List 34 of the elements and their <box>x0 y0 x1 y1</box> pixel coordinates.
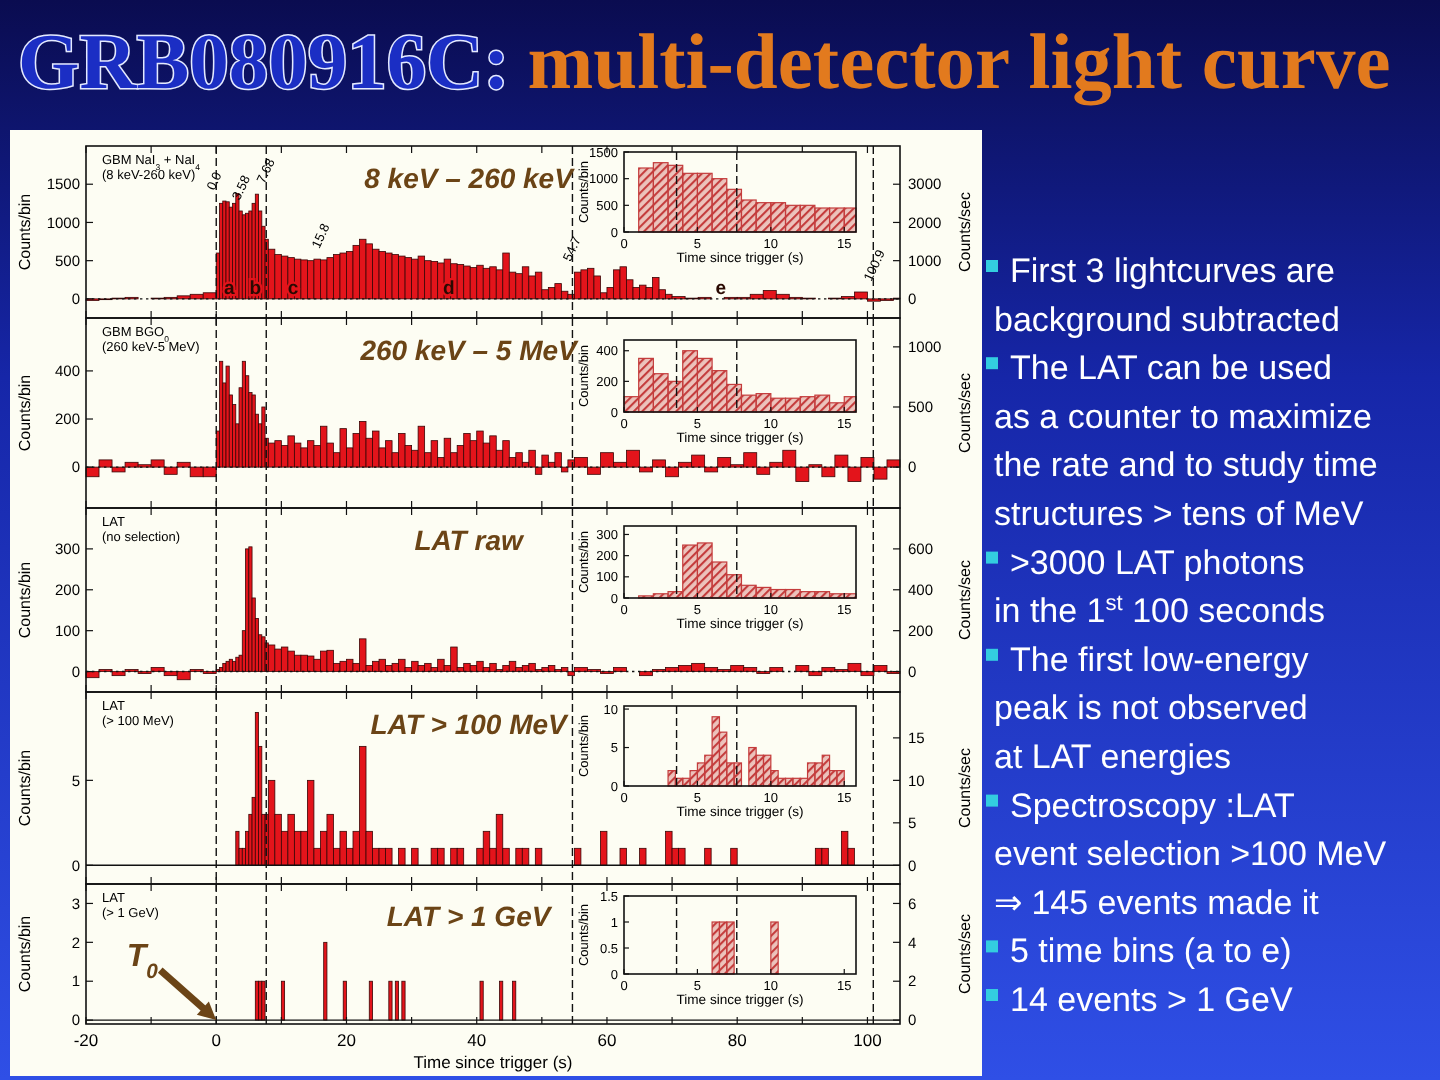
text: The first low-energy peak is not observed at LAT energies <box>994 640 1310 776</box>
text: 8 keV – 260 keV <box>364 162 577 194</box>
text: >3000 LAT photons in the 1$^{st}$ 100 seconds <box>994 543 1325 631</box>
text: LAT raw <box>414 524 525 556</box>
text: LAT > 100 MeV <box>370 708 571 740</box>
y-axis-title: Counts/bin <box>16 561 34 639</box>
x-tick-label: 0 <box>211 1030 222 1050</box>
text: 14 events > 1 GeV <box>1010 981 1294 1019</box>
y2-axis-title: Counts/sec <box>956 191 974 273</box>
x-tick-label: 60 <box>597 1030 617 1050</box>
y-axis-title: Counts/bin <box>16 193 34 271</box>
x-tick-label: -20 <box>73 1030 99 1050</box>
x-tick-label: 20 <box>337 1030 357 1050</box>
text: 260 keV – 5 MeV <box>358 334 581 366</box>
y2-axis-title: Counts/sec <box>956 913 974 995</box>
text: The LAT can be used as a counter to maximize the rate and to study time structures > tens of MeV <box>994 349 1378 533</box>
y-axis-title: Counts/bin <box>16 374 34 452</box>
text: GRB080916C: <box>18 18 510 106</box>
y2-axis-title: Counts/sec <box>956 747 974 829</box>
y2-axis-title: Counts/sec <box>956 372 974 454</box>
text: 5 time bins (a to e) <box>1010 932 1292 971</box>
x-tick-label: 100 <box>853 1030 883 1050</box>
text: multi-detector light curve <box>527 18 1391 106</box>
y2-axis-title: Counts/sec <box>956 559 974 641</box>
annotation: T$_{0}$ <box>126 940 159 984</box>
x-tick-label: 40 <box>467 1030 487 1050</box>
text: Spectroscopy :LAT event selection >100 MeV ⇒ 145 events made it <box>994 786 1388 922</box>
x-tick-label: 80 <box>727 1030 748 1050</box>
text: First 3 lightcurves are background subtracted <box>994 252 1340 339</box>
x-axis-title: Time since trigger (s) <box>413 1052 573 1072</box>
y-axis-title: Counts/bin <box>16 749 34 827</box>
y-axis-title: Counts/bin <box>16 915 34 993</box>
text: LAT > 1 GeV <box>386 900 554 932</box>
annotation: e <box>715 278 727 300</box>
